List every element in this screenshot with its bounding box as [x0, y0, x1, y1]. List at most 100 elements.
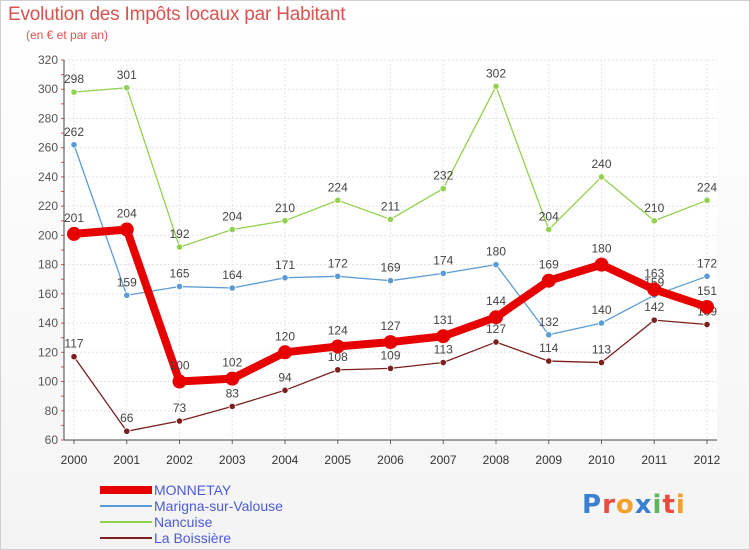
data-point-nancuise	[334, 196, 342, 204]
data-point-nancuise	[492, 82, 500, 90]
legend-label: Marigna-sur-Valouse	[154, 498, 283, 514]
y-tick-label: 240	[38, 170, 58, 184]
data-label-nancuise: 204	[539, 210, 559, 224]
data-label-marigna-sur-valouse: 172	[328, 256, 348, 270]
data-point-monnetay	[436, 329, 451, 344]
data-point-la-boissi-re	[703, 320, 711, 329]
data-point-marigna-sur-valouse	[334, 272, 342, 280]
data-point-nancuise	[650, 217, 658, 225]
y-tick-label: 280	[38, 111, 58, 125]
data-label-marigna-sur-valouse: 165	[169, 267, 189, 281]
x-tick-label: 2006	[377, 453, 404, 467]
chart-subtitle: (en € et par an)	[26, 28, 109, 42]
data-point-nancuise	[439, 185, 447, 193]
data-label-monnetay: 169	[539, 258, 559, 272]
data-point-la-boissi-re	[492, 338, 500, 346]
data-point-nancuise	[597, 173, 606, 181]
data-label-la-boissi-re: 83	[226, 386, 240, 400]
data-point-marigna-sur-valouse	[123, 291, 131, 299]
data-label-la-boissi-re: 109	[380, 348, 400, 362]
x-tick-label: 2010	[588, 453, 615, 467]
y-tick-label: 80	[45, 404, 59, 418]
data-point-marigna-sur-valouse	[175, 282, 184, 291]
x-tick-label: 2003	[219, 453, 246, 467]
y-tick-label: 300	[38, 82, 58, 96]
y-tick-label: 60	[45, 433, 59, 447]
chart-title: Evolution des Impôts locaux par Habitant	[8, 4, 346, 25]
data-label-nancuise: 224	[697, 180, 717, 194]
data-label-marigna-sur-valouse: 140	[591, 303, 611, 317]
data-label-nancuise: 224	[328, 180, 348, 194]
data-point-marigna-sur-valouse	[281, 274, 289, 282]
data-label-marigna-sur-valouse: 180	[486, 245, 506, 259]
y-tick-label: 100	[38, 375, 58, 389]
y-tick-label: 220	[38, 199, 58, 213]
data-label-monnetay: 124	[328, 323, 348, 337]
data-point-monnetay	[647, 282, 662, 297]
data-label-marigna-sur-valouse: 132	[539, 315, 559, 329]
data-point-nancuise	[386, 215, 395, 223]
data-point-nancuise	[175, 243, 184, 251]
data-label-la-boissi-re: 113	[434, 343, 453, 357]
data-label-la-boissi-re: 94	[278, 370, 292, 384]
y-tick-label: 140	[38, 316, 58, 330]
x-tick-label: 2007	[430, 453, 457, 467]
x-tick-label: 2005	[324, 453, 351, 467]
proxiti-logo: Proxiti	[582, 490, 686, 520]
data-label-monnetay: 204	[117, 207, 137, 221]
y-tick-label: 320	[38, 53, 58, 67]
data-point-monnetay	[541, 273, 556, 288]
data-label-nancuise: 232	[433, 169, 453, 183]
data-label-nancuise: 192	[169, 227, 189, 241]
data-label-monnetay: 100	[169, 359, 189, 373]
data-label-marigna-sur-valouse: 159	[117, 275, 137, 289]
data-point-monnetay	[594, 257, 609, 272]
data-point-monnetay	[330, 339, 345, 354]
data-point-marigna-sur-valouse	[228, 284, 236, 292]
x-tick-label: 2009	[535, 453, 562, 467]
data-point-la-boissi-re	[439, 358, 447, 367]
data-label-la-boissi-re: 113	[592, 343, 611, 357]
legend-label: Nancuise	[154, 514, 213, 530]
x-tick-label: 2008	[483, 453, 510, 467]
data-label-la-boissi-re: 108	[328, 350, 348, 364]
data-point-monnetay	[172, 374, 187, 389]
legend-swatch	[100, 537, 152, 539]
data-point-marigna-sur-valouse	[492, 261, 500, 269]
data-point-monnetay	[67, 226, 81, 241]
data-point-marigna-sur-valouse	[439, 269, 447, 277]
data-label-nancuise: 301	[117, 68, 137, 82]
x-tick-label: 2011	[641, 453, 667, 467]
data-point-la-boissi-re	[650, 316, 658, 324]
x-tick-label: 2004	[272, 453, 299, 467]
y-tick-label: 260	[38, 141, 58, 155]
data-label-nancuise: 210	[644, 201, 664, 215]
data-label-marigna-sur-valouse: 172	[697, 256, 717, 270]
x-tick-label: 2002	[166, 453, 193, 467]
legend-swatch	[100, 521, 152, 523]
data-label-monnetay: 127	[380, 319, 400, 333]
data-label-marigna-sur-valouse: 174	[433, 253, 453, 267]
data-point-la-boissi-re	[281, 386, 289, 394]
data-label-marigna-sur-valouse: 164	[222, 268, 242, 282]
data-point-la-boissi-re	[386, 364, 395, 372]
data-label-monnetay: 163	[644, 266, 664, 280]
data-point-la-boissi-re	[228, 402, 236, 410]
data-label-monnetay: 144	[486, 294, 506, 308]
y-tick-label: 160	[38, 287, 58, 301]
data-point-monnetay	[383, 335, 398, 350]
y-tick-label: 200	[38, 228, 58, 242]
y-tick-label: 120	[38, 345, 58, 359]
legend-swatch	[100, 486, 152, 494]
x-tick-label: 2000	[61, 453, 88, 467]
data-point-nancuise	[123, 84, 131, 92]
data-label-marigna-sur-valouse: 262	[64, 125, 84, 139]
data-label-nancuise: 210	[275, 201, 295, 215]
data-label-la-boissi-re: 117	[64, 337, 83, 351]
data-point-monnetay	[700, 300, 714, 314]
data-point-la-boissi-re	[334, 366, 342, 374]
data-point-marigna-sur-valouse	[545, 331, 553, 339]
data-point-monnetay	[489, 310, 503, 325]
data-point-monnetay	[119, 222, 134, 237]
data-point-marigna-sur-valouse	[70, 141, 78, 149]
